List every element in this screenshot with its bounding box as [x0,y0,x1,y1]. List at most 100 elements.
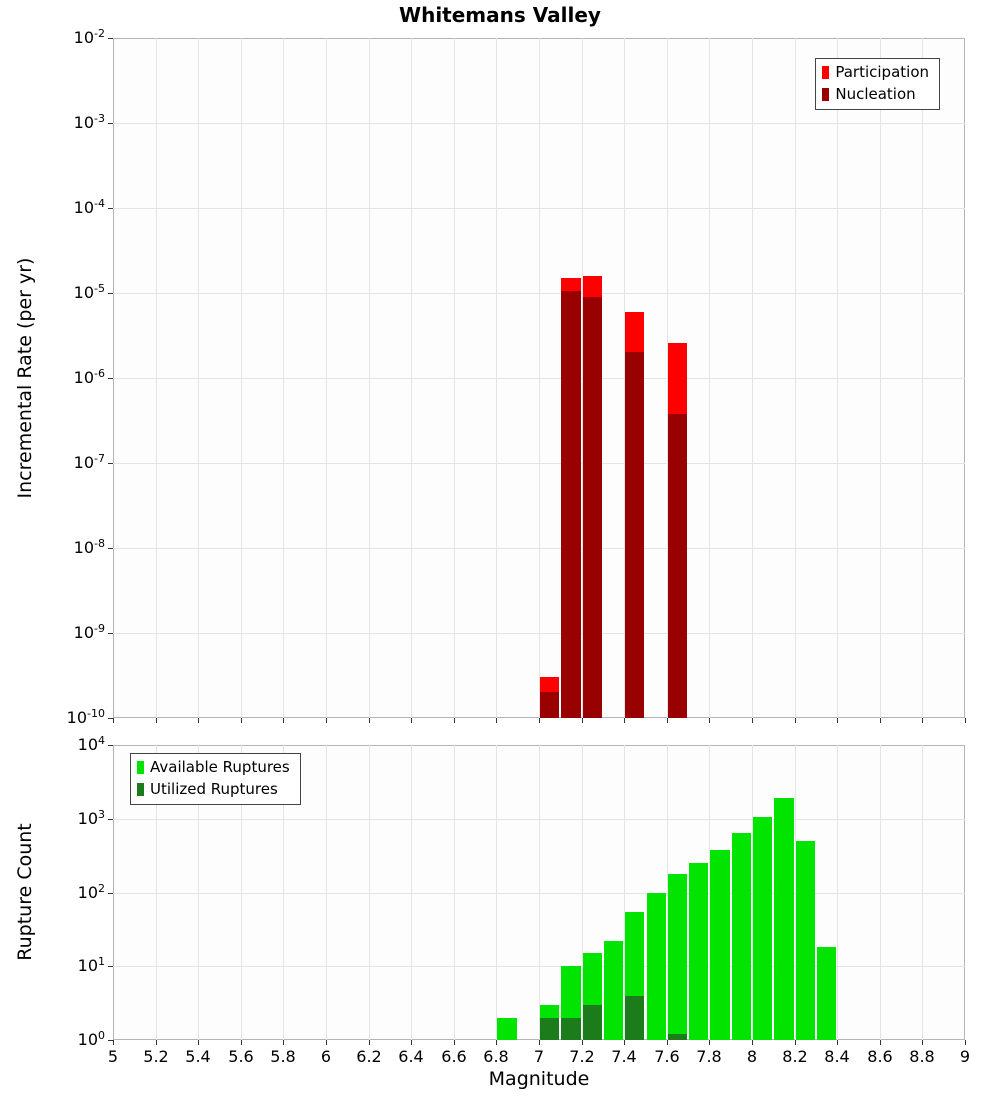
x-tick-mark [198,1040,199,1045]
x-tick-mark [965,1040,966,1045]
x-tick-mark [113,718,114,723]
x-tick-label: 6 [320,1047,332,1066]
y-tick-mark [108,293,113,294]
legend-entry: Participation [822,63,929,81]
y-tick-label: 102 [77,881,105,903]
y-tick-mark [108,378,113,379]
bar-available-ruptures [731,832,751,1040]
x-tick-mark [156,1040,157,1045]
x-tick-mark [241,1040,242,1045]
legend-label: Nucleation [835,85,916,103]
y-tick-label: 10-6 [73,366,105,388]
y-tick-label: 10-7 [73,451,105,473]
gridline [880,745,881,1040]
gridline [539,745,540,1040]
x-tick-mark [837,1040,838,1045]
gridline [198,745,199,1040]
x-tick-mark [922,718,923,723]
x-tick-mark [539,1040,540,1045]
y-tick-mark [108,633,113,634]
y-tick-label: 104 [77,733,105,755]
legend: Available Ruptures Utilized Ruptures [130,753,301,805]
x-tick-mark [411,1040,412,1045]
gridline [837,745,838,1040]
legend: Participation Nucleation [815,58,940,110]
x-tick-label: 5.4 [185,1047,211,1066]
gridline [624,745,625,1040]
bar-nucleation [561,291,581,718]
bar-nucleation [540,692,560,718]
x-tick-label: 6.4 [398,1047,424,1066]
y-tick-label: 10-4 [73,196,105,218]
x-tick-label: 7 [533,1047,545,1066]
bar-utilized-ruptures [625,995,645,1040]
x-tick-label: 5 [107,1047,119,1066]
y-tick-mark [108,548,113,549]
y-tick-mark [108,819,113,820]
x-tick-mark [752,718,753,723]
x-tick-label: 5.2 [143,1047,169,1066]
bar-available-ruptures [753,817,773,1040]
legend-label: Utilized Ruptures [150,780,278,798]
y-tick-label: 101 [77,954,105,976]
y-tick-mark [108,38,113,39]
x-tick-label: 6.8 [483,1047,509,1066]
x-tick-mark [156,718,157,723]
legend-swatch-available-ruptures [137,760,144,774]
gridline [454,745,455,1040]
x-tick-label: 8.2 [782,1047,808,1066]
x-tick-mark [454,718,455,723]
gridline [326,745,327,1040]
gridline [113,966,965,967]
x-tick-label: 7.2 [569,1047,595,1066]
x-tick-label: 6.6 [441,1047,467,1066]
gridline [113,633,965,634]
legend-swatch-utilized-ruptures [137,782,144,796]
y-tick-label: 100 [77,1028,105,1050]
x-tick-label: 7.4 [611,1047,637,1066]
x-tick-mark [922,1040,923,1045]
x-tick-mark [795,718,796,723]
x-tick-label: 7.6 [654,1047,680,1066]
y-tick-mark [108,1040,113,1041]
y-tick-label: 103 [77,807,105,829]
y-tick-label: 10-5 [73,281,105,303]
bar-available-ruptures [689,863,709,1040]
bar-utilized-ruptures [582,1004,602,1040]
x-tick-label: 9 [959,1047,971,1066]
x-tick-label: 8 [746,1047,758,1066]
y-tick-label: 10-10 [66,706,105,728]
x-tick-mark [709,1040,710,1045]
bar-available-ruptures [646,892,666,1040]
x-tick-label: 7.8 [696,1047,722,1066]
gridline [113,819,965,820]
legend-swatch-nucleation [822,87,830,101]
x-axis-label-magnitude: Magnitude [488,1068,590,1090]
x-tick-mark [837,718,838,723]
x-tick-mark [752,1040,753,1045]
chart-title: Whitemans Valley [399,3,601,27]
y-tick-mark [108,745,113,746]
x-tick-mark [624,718,625,723]
legend-entry: Utilized Ruptures [137,780,290,798]
x-tick-label: 6.2 [356,1047,382,1066]
legend-entry: Available Ruptures [137,758,290,776]
x-tick-mark [326,1040,327,1045]
x-tick-mark [539,718,540,723]
gridline [369,745,370,1040]
y-tick-mark [108,893,113,894]
x-tick-mark [965,718,966,723]
x-tick-mark [411,718,412,723]
gridline [922,745,923,1040]
x-tick-mark [582,1040,583,1045]
x-tick-mark [454,1040,455,1045]
bar-utilized-ruptures [667,1034,688,1040]
gridline [496,745,497,1040]
y-axis-label-incremental-rate: Incremental Rate (per yr) [14,257,36,499]
x-tick-label: 5.8 [270,1047,296,1066]
bar-available-ruptures [774,798,794,1040]
gridline [113,463,965,464]
gridline [582,745,583,1040]
x-tick-mark [709,718,710,723]
